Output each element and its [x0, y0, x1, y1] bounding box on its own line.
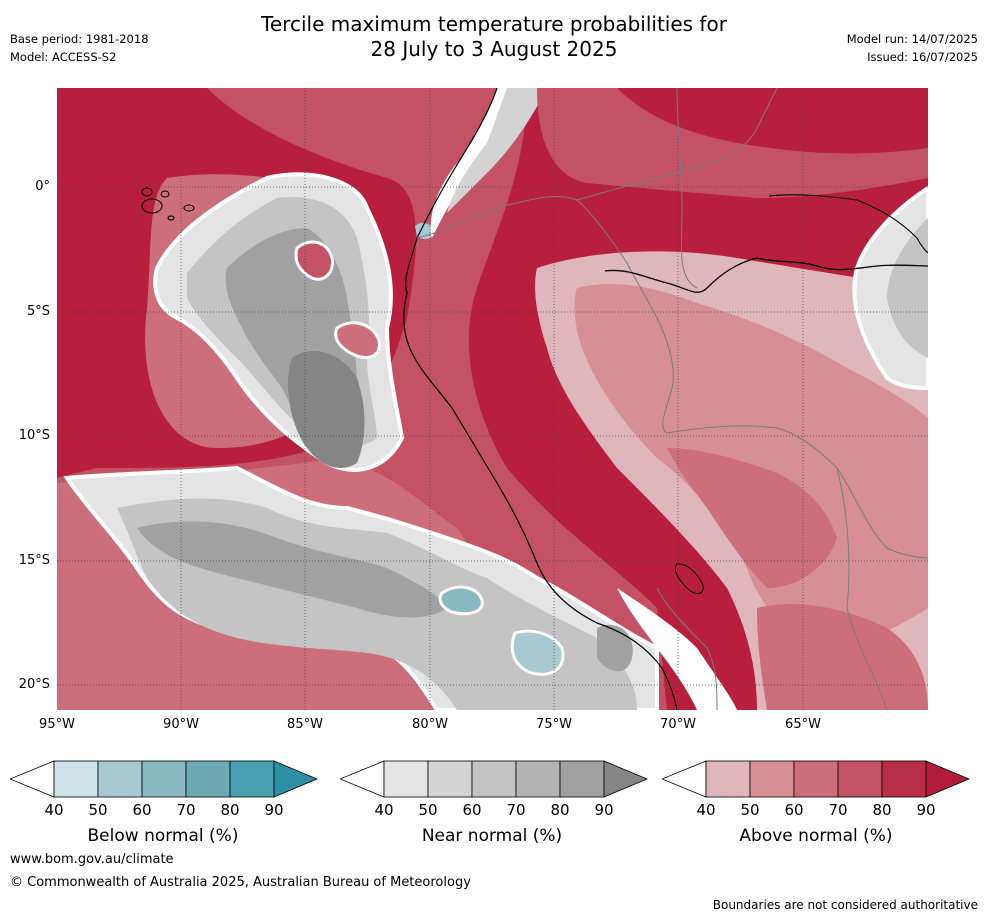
disclaimer-text: Boundaries are not considered authoritat… [712, 898, 978, 912]
colorbar-segment [559, 760, 605, 798]
colorbar-near [340, 760, 648, 798]
website-link[interactable]: www.bom.gov.au/climate [10, 852, 174, 867]
lat-label-10s: 10°S [18, 428, 50, 443]
lat-label-0: 0° [35, 179, 50, 194]
colorbar-segment [793, 760, 839, 798]
land-above-60b [757, 604, 928, 710]
coastline [403, 88, 678, 710]
lon-label-90w: 90°W [163, 717, 199, 732]
probability-map[interactable] [57, 88, 928, 710]
colorbar-tick: 50 [418, 801, 438, 819]
above-pocket-2 [294, 240, 334, 281]
issued-text: Issued: 16/07/2025 [867, 50, 978, 64]
lat-label-5s: 5°S [26, 304, 50, 319]
colorbar-below-title: Below normal (%) [87, 826, 239, 846]
chart-title: Tercile maximum temperature probabilitie… [0, 12, 988, 62]
below-normal-patch-1 [438, 585, 484, 616]
colorbar-segment [97, 760, 143, 798]
coastal-near-normal [447, 88, 547, 213]
colorbar-segment [229, 760, 275, 798]
meta-left: Base period: 1981-2018 Model: ACCESS-S2 [10, 30, 149, 66]
near-normal-south-80b [597, 624, 633, 672]
colorbar-tick: 70 [506, 801, 526, 819]
lon-label-65w: 65°W [785, 717, 821, 732]
below-normal-patch-2 [510, 629, 565, 676]
colorbar-extend-low [340, 760, 385, 798]
colorbar-segment [515, 760, 561, 798]
colorbar-tick: 60 [462, 801, 482, 819]
lake-titicaca [674, 563, 704, 594]
colorbar-near-title: Near normal (%) [421, 826, 563, 846]
colorbar-tick: 60 [132, 801, 152, 819]
rio-negro [768, 194, 928, 254]
colorbar-tick: 60 [784, 801, 804, 819]
lat-label-20s: 20°S [18, 677, 50, 692]
colorbar-tick: 50 [740, 801, 760, 819]
colorbar-below [10, 760, 318, 798]
colorbar-extend-low [10, 760, 55, 798]
colorbar-tick: 90 [594, 801, 614, 819]
lat-label-15s: 15°S [18, 553, 50, 568]
galapagos-islands [141, 187, 195, 221]
land-above-60 [667, 448, 837, 588]
colorbar-tick: 40 [696, 801, 716, 819]
colorbar-extend-high [273, 760, 318, 798]
colorbar-above [662, 760, 970, 798]
colorbar-tick: 90 [916, 801, 936, 819]
gridlines [57, 88, 928, 710]
lon-label-95w: 95°W [39, 717, 75, 732]
colorbar-tick: 90 [264, 801, 284, 819]
below-normal-patch-3 [415, 222, 434, 240]
colorbar-segment [383, 760, 429, 798]
colorbar-segment [749, 760, 795, 798]
colorbar-segment [837, 760, 883, 798]
near-normal-south-80 [137, 521, 447, 618]
andes-white-strip [617, 588, 737, 710]
model-run-text: Model run: 14/07/2025 [846, 32, 978, 46]
colorbar-tick: 70 [828, 801, 848, 819]
colorbar-segment [705, 760, 751, 798]
colorbar-segment [427, 760, 473, 798]
colorbar-tick: 80 [550, 801, 570, 819]
land-above-80-north [617, 88, 928, 154]
colorbar-tick: 50 [88, 801, 108, 819]
colorbar-tick: 70 [176, 801, 196, 819]
meta-right: Model run: 14/07/2025 Issued: 16/07/2025 [847, 30, 978, 66]
colorbar-segment [881, 760, 927, 798]
country-borders [416, 88, 928, 710]
colorbar-segment [471, 760, 517, 798]
colorbar-tick: 40 [44, 801, 64, 819]
colorbar-segment [141, 760, 187, 798]
colorbar-above-title: Above normal (%) [739, 826, 893, 846]
near-normal-north-90 [287, 350, 365, 468]
colorbar-extend-high [603, 760, 648, 798]
colorbar-extend-low [662, 760, 707, 798]
lon-label-85w: 85°W [287, 717, 323, 732]
lon-label-70w: 70°W [660, 717, 696, 732]
colorbar-segment [53, 760, 99, 798]
lon-label-75w: 75°W [536, 717, 572, 732]
title-line-2: 28 July to 3 August 2025 [370, 37, 618, 61]
colorbar-tick: 80 [220, 801, 240, 819]
above-pocket [334, 321, 381, 359]
colorbar-segment [185, 760, 231, 798]
colorbar-tick: 80 [872, 801, 892, 819]
colorbar-extend-high [925, 760, 970, 798]
title-line-1: Tercile maximum temperature probabilitie… [261, 12, 727, 36]
base-period-text: Base period: 1981-2018 [10, 32, 149, 46]
ne-near-normal-60 [887, 218, 928, 358]
colorbar-tick: 40 [374, 801, 394, 819]
copyright-text: © Commonwealth of Australia 2025, Austra… [10, 875, 471, 890]
lon-label-80w: 80°W [412, 717, 448, 732]
model-text: Model: ACCESS-S2 [10, 50, 117, 64]
amazon-river [604, 257, 928, 293]
